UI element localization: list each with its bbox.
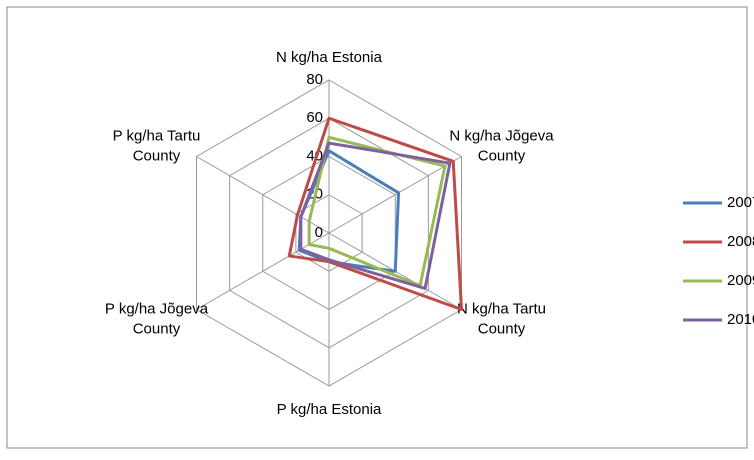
spoke bbox=[328, 156, 462, 234]
legend-label: 2007 bbox=[727, 194, 754, 211]
category-label: N kg/ha Tartu County bbox=[457, 300, 546, 337]
spoke bbox=[196, 232, 330, 310]
tick-label: 60 bbox=[306, 109, 323, 126]
category-label: N kg/ha Estonia bbox=[276, 49, 383, 66]
series-line bbox=[287, 116, 464, 311]
chart-border bbox=[6, 6, 748, 449]
legend-label: 2009 bbox=[727, 272, 754, 289]
category-label: P kg/ha Jõgeva County bbox=[105, 300, 209, 337]
spoke bbox=[196, 156, 330, 234]
legend-label: 2010 bbox=[727, 311, 754, 328]
category-label: P kg/ha Estonia bbox=[277, 401, 382, 418]
legend-label: 2008 bbox=[727, 233, 754, 250]
category-label: P kg/ha Tartu County bbox=[113, 127, 201, 164]
tick-label: 80 bbox=[306, 71, 323, 88]
tick-label: 0 bbox=[315, 224, 323, 241]
series-line bbox=[299, 141, 452, 290]
series-line bbox=[307, 135, 447, 288]
category-label: N kg/ha Jõgeva County bbox=[449, 127, 554, 164]
